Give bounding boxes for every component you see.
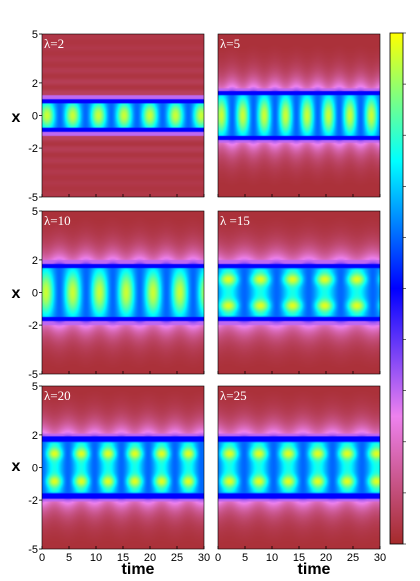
y-tick-label: -5 bbox=[28, 369, 38, 381]
heatmap-field bbox=[218, 34, 380, 197]
x-tick-label: 5 bbox=[66, 552, 72, 564]
x-tick-label: 0 bbox=[39, 552, 45, 564]
y-tick-label: 0 bbox=[32, 288, 38, 300]
y-tick-label: 0 bbox=[32, 111, 38, 123]
heatmap-field bbox=[42, 386, 204, 549]
panel-label: λ=10 bbox=[44, 213, 71, 228]
x-tick-label: 5 bbox=[242, 552, 248, 564]
panel-label: λ=25 bbox=[220, 388, 247, 403]
y-tick-label: -2 bbox=[28, 495, 38, 507]
x-tick-label: 0 bbox=[215, 552, 221, 564]
x-tick-label: 15 bbox=[293, 552, 305, 564]
y-axis-label: x bbox=[12, 109, 21, 126]
y-tick-label: -2 bbox=[28, 143, 38, 155]
y-axis-label: x bbox=[12, 285, 21, 302]
y-tick-label: 2 bbox=[32, 255, 38, 267]
x-tick-label: 10 bbox=[90, 552, 102, 564]
y-tick-label: -5 bbox=[28, 544, 38, 556]
panel-label: λ=2 bbox=[44, 36, 64, 51]
x-tick-label: 20 bbox=[144, 552, 156, 564]
y-tick-label: -2 bbox=[28, 320, 38, 332]
heatmap-field bbox=[218, 211, 380, 374]
y-tick-label: 5 bbox=[32, 29, 38, 41]
y-tick-label: 5 bbox=[32, 381, 38, 393]
panel-3: λ=10 5 2 0 -2 -5 bbox=[28, 206, 205, 381]
y-tick-label: 2 bbox=[32, 78, 38, 90]
x-axis-label: time bbox=[298, 561, 331, 578]
heatmap-field bbox=[42, 211, 204, 374]
x-tick-label: 30 bbox=[374, 552, 386, 564]
panel-1: λ=2 5 2 0 -2 -5 bbox=[28, 29, 205, 204]
x-tick-label: 30 bbox=[198, 552, 210, 564]
y-tick-label: 5 bbox=[32, 206, 38, 218]
panel-label: λ=5 bbox=[220, 36, 240, 51]
x-tick-label: 20 bbox=[320, 552, 332, 564]
heatmap-field bbox=[42, 34, 204, 197]
panel-label: λ =15 bbox=[220, 213, 250, 228]
y-tick-label: 0 bbox=[32, 463, 38, 475]
y-tick-label: -5 bbox=[28, 192, 38, 204]
x-tick-label: 15 bbox=[117, 552, 129, 564]
panel-4: λ =15 bbox=[217, 210, 381, 375]
x-tick-label: 25 bbox=[171, 552, 183, 564]
x-axis-label: time bbox=[122, 561, 155, 578]
panel-6: λ=25 0 5 10 15 20 25 30 bbox=[215, 385, 386, 564]
x-tick-label: 25 bbox=[347, 552, 359, 564]
colorbar-strip bbox=[389, 32, 404, 545]
y-tick-label: 2 bbox=[32, 430, 38, 442]
panel-label: λ=20 bbox=[44, 388, 71, 403]
x-tick-label: 10 bbox=[266, 552, 278, 564]
colorbar bbox=[389, 32, 406, 545]
y-axis-label: x bbox=[12, 458, 21, 475]
panel-2: λ=5 bbox=[217, 33, 381, 198]
heatmap-field bbox=[218, 386, 380, 549]
